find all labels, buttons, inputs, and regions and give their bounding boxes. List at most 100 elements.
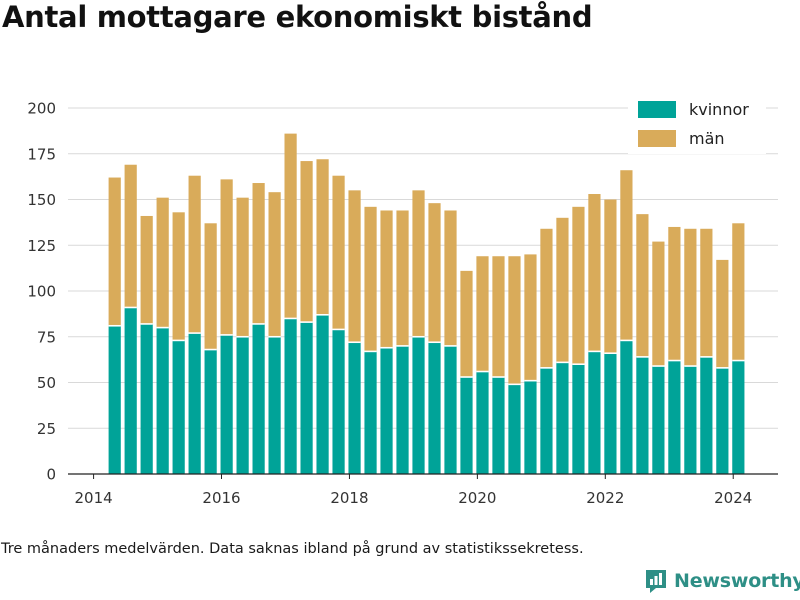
newsworthy-logo-icon xyxy=(646,570,666,593)
bar-man xyxy=(604,199,617,354)
x-tick-label: 2020 xyxy=(458,489,496,507)
bar-kvinnor xyxy=(684,366,697,474)
legend-label: kvinnor xyxy=(689,100,749,119)
bar-man xyxy=(300,161,313,323)
bar-man xyxy=(412,190,425,337)
brand-name: Newsworthy xyxy=(674,570,800,592)
brand-logo: Newsworthy xyxy=(644,568,800,594)
bar-kvinnor xyxy=(540,367,553,474)
bar-kvinnor xyxy=(524,380,537,474)
bar-man xyxy=(252,183,265,324)
x-tick-label: 2024 xyxy=(714,489,752,507)
bar-man xyxy=(668,226,681,361)
bar-kvinnor xyxy=(556,362,569,474)
bar-man xyxy=(204,223,217,350)
bar-man xyxy=(636,214,649,357)
bar-kvinnor xyxy=(204,349,217,474)
bar-kvinnor xyxy=(156,327,169,474)
y-tick-label: 0 xyxy=(46,466,56,484)
bar-kvinnor xyxy=(604,353,617,474)
bar-man xyxy=(348,190,361,343)
bar-kvinnor xyxy=(588,351,601,474)
bars xyxy=(108,133,745,474)
bar-man xyxy=(684,228,697,367)
bar-kvinnor xyxy=(572,364,585,474)
bar-man xyxy=(396,210,409,346)
x-axis-tick-labels: 2014 2016 2018 2020 2022 2024 xyxy=(74,489,752,507)
bar-man xyxy=(428,203,441,343)
bar-kvinnor xyxy=(444,345,457,474)
x-tick-label: 2014 xyxy=(74,489,112,507)
bar-man xyxy=(732,223,745,361)
bar-man xyxy=(140,215,153,324)
legend-swatch xyxy=(638,130,676,147)
bar-man xyxy=(620,170,633,341)
y-tick-label: 75 xyxy=(37,328,56,346)
bar-man xyxy=(332,175,345,330)
bar-kvinnor xyxy=(252,323,265,474)
bar-man xyxy=(236,197,249,337)
bar-man xyxy=(460,270,473,378)
bar-man xyxy=(652,241,665,367)
y-tick-label: 50 xyxy=(37,374,56,392)
bar-man xyxy=(172,212,185,341)
y-tick-label: 100 xyxy=(27,283,56,301)
bar-man xyxy=(700,228,713,357)
bar-kvinnor xyxy=(188,333,201,474)
bar-man xyxy=(492,256,505,378)
bar-man xyxy=(508,256,521,385)
footnote: Tre månaders medelvärden. Data saknas ib… xyxy=(1,541,584,557)
bar-kvinnor xyxy=(652,366,665,474)
bar-man xyxy=(444,210,457,346)
bar-kvinnor xyxy=(412,336,425,474)
bar-kvinnor xyxy=(396,345,409,474)
legend-label: män xyxy=(689,129,725,148)
y-tick-label: 200 xyxy=(27,100,56,118)
bar-kvinnor xyxy=(476,371,489,474)
bar-kvinnor xyxy=(428,342,441,474)
bar-kvinnor xyxy=(716,367,729,474)
bar-kvinnor xyxy=(508,384,521,474)
bar-man xyxy=(156,197,169,328)
bar-kvinnor xyxy=(380,347,393,474)
bar-kvinnor xyxy=(108,325,121,474)
bar-kvinnor xyxy=(332,329,345,474)
bar-kvinnor xyxy=(220,334,233,474)
bar-kvinnor xyxy=(236,336,249,474)
bar-man xyxy=(364,206,377,352)
bar-man xyxy=(108,177,121,326)
bar-kvinnor xyxy=(348,342,361,474)
bar-man xyxy=(188,175,201,334)
bar-kvinnor xyxy=(364,351,377,474)
bar-kvinnor xyxy=(700,356,713,474)
y-tick-label: 125 xyxy=(27,237,56,255)
y-axis-tick-labels: 0 25 50 75 100 125 150 175 200 xyxy=(27,100,56,484)
bar-man xyxy=(716,259,729,368)
bar-kvinnor xyxy=(316,314,329,474)
bar-kvinnor xyxy=(284,318,297,474)
bar-kvinnor xyxy=(492,377,505,474)
legend-swatch xyxy=(638,101,676,118)
x-tick-label: 2016 xyxy=(202,489,240,507)
legend: kvinnor män xyxy=(628,94,766,154)
bar-kvinnor xyxy=(732,360,745,474)
bar-kvinnor xyxy=(172,340,185,474)
bar-man xyxy=(572,206,585,365)
y-tick-label: 175 xyxy=(27,145,56,163)
bar-man xyxy=(540,228,553,368)
bar-man xyxy=(476,256,489,372)
bar-man xyxy=(220,179,233,335)
x-axis xyxy=(68,473,778,479)
bar-kvinnor xyxy=(300,322,313,474)
bar-man xyxy=(284,133,297,319)
bar-kvinnor xyxy=(460,377,473,474)
bar-man xyxy=(556,217,569,363)
bar-kvinnor xyxy=(124,307,137,474)
bar-man xyxy=(524,254,537,381)
x-tick-label: 2018 xyxy=(330,489,368,507)
bar-kvinnor xyxy=(668,360,681,474)
y-tick-label: 25 xyxy=(37,420,56,438)
bar-kvinnor xyxy=(636,356,649,474)
bar-kvinnor xyxy=(268,336,281,474)
